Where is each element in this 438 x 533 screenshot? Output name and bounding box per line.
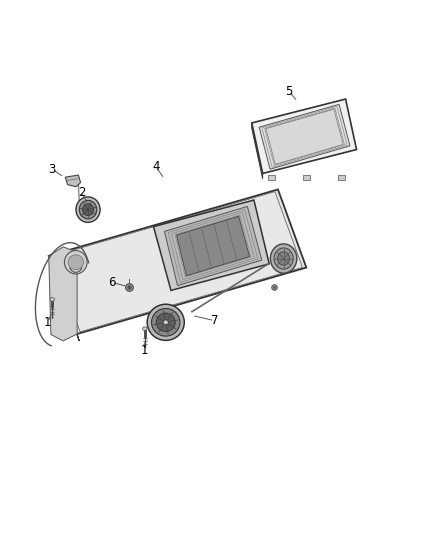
Ellipse shape	[278, 252, 290, 265]
Ellipse shape	[50, 297, 54, 301]
Polygon shape	[49, 247, 77, 341]
Ellipse shape	[152, 309, 180, 336]
Polygon shape	[164, 206, 262, 286]
Polygon shape	[65, 175, 81, 187]
Polygon shape	[252, 123, 263, 179]
Polygon shape	[153, 200, 269, 290]
Ellipse shape	[274, 248, 293, 269]
Ellipse shape	[163, 320, 168, 325]
Ellipse shape	[68, 255, 83, 270]
Polygon shape	[177, 216, 250, 276]
Text: 1: 1	[141, 344, 148, 357]
Bar	[338, 174, 345, 180]
Bar	[303, 174, 310, 180]
Text: 7: 7	[211, 314, 219, 327]
Text: 4: 4	[152, 160, 159, 173]
Bar	[268, 174, 275, 180]
Text: 2: 2	[78, 185, 85, 199]
Polygon shape	[252, 99, 357, 173]
Polygon shape	[49, 189, 306, 334]
Polygon shape	[266, 109, 343, 164]
Ellipse shape	[270, 244, 297, 273]
Text: 1: 1	[44, 316, 52, 329]
Ellipse shape	[82, 204, 94, 215]
Ellipse shape	[143, 327, 147, 330]
Polygon shape	[49, 256, 79, 341]
Text: 5: 5	[285, 85, 293, 98]
Ellipse shape	[76, 197, 100, 222]
Polygon shape	[259, 104, 350, 169]
Ellipse shape	[79, 200, 97, 219]
Text: 3: 3	[49, 163, 56, 176]
Ellipse shape	[64, 251, 87, 274]
Text: 6: 6	[108, 276, 116, 289]
Ellipse shape	[156, 313, 175, 332]
Ellipse shape	[147, 304, 184, 341]
